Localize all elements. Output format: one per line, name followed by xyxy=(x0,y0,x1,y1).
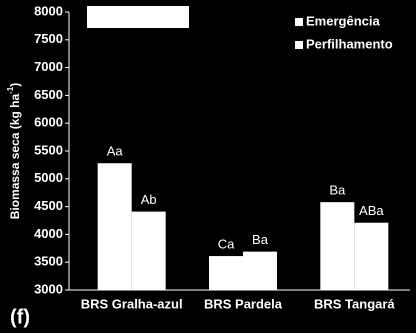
legend-swatch xyxy=(295,41,303,49)
y-tick-label: 7000 xyxy=(34,59,63,74)
y-tick-label: 5500 xyxy=(34,142,63,157)
bar xyxy=(97,163,132,290)
x-tick-label: BRS Pardela xyxy=(204,296,283,311)
y-tick-label: 5000 xyxy=(34,170,63,185)
y-tick-label: 3000 xyxy=(34,281,63,296)
significance-letter: Ca xyxy=(218,237,235,252)
y-label-end: ) xyxy=(8,83,22,87)
significance-letter: Ba xyxy=(252,232,269,247)
x-tick-label: BRS Gralha-azul xyxy=(81,296,183,311)
y-tick-label: 3500 xyxy=(34,254,63,269)
legend-swatch xyxy=(295,18,303,26)
significance-letter: Ba xyxy=(329,183,346,198)
y-tick-label: 7500 xyxy=(34,31,63,46)
bar xyxy=(354,222,389,290)
panel-label: (f) xyxy=(10,306,30,328)
y-label-sup: -1 xyxy=(6,86,15,94)
legend-label: Emergência xyxy=(306,13,380,28)
bar xyxy=(243,251,277,290)
cover-box xyxy=(87,6,189,28)
significance-letter: Aa xyxy=(107,144,124,159)
y-tick-label: 4500 xyxy=(34,198,63,213)
y-label-main: Biomassa seca (kg ha xyxy=(8,94,22,220)
x-tick-label: BRS Tangará xyxy=(314,296,395,311)
y-tick-label: 4000 xyxy=(34,226,63,241)
legend-label: Perfilhamento xyxy=(306,36,393,51)
y-tick-label: 8000 xyxy=(34,3,63,18)
significance-letter: Ab xyxy=(141,192,157,207)
significance-letter: ABa xyxy=(359,203,384,218)
bar xyxy=(131,211,166,290)
bar xyxy=(320,202,355,290)
y-tick-label: 6000 xyxy=(34,115,63,130)
y-axis-label: Biomassa seca (kg ha-1) xyxy=(6,83,22,220)
bar xyxy=(209,256,243,290)
y-tick-label: 6500 xyxy=(34,87,63,102)
